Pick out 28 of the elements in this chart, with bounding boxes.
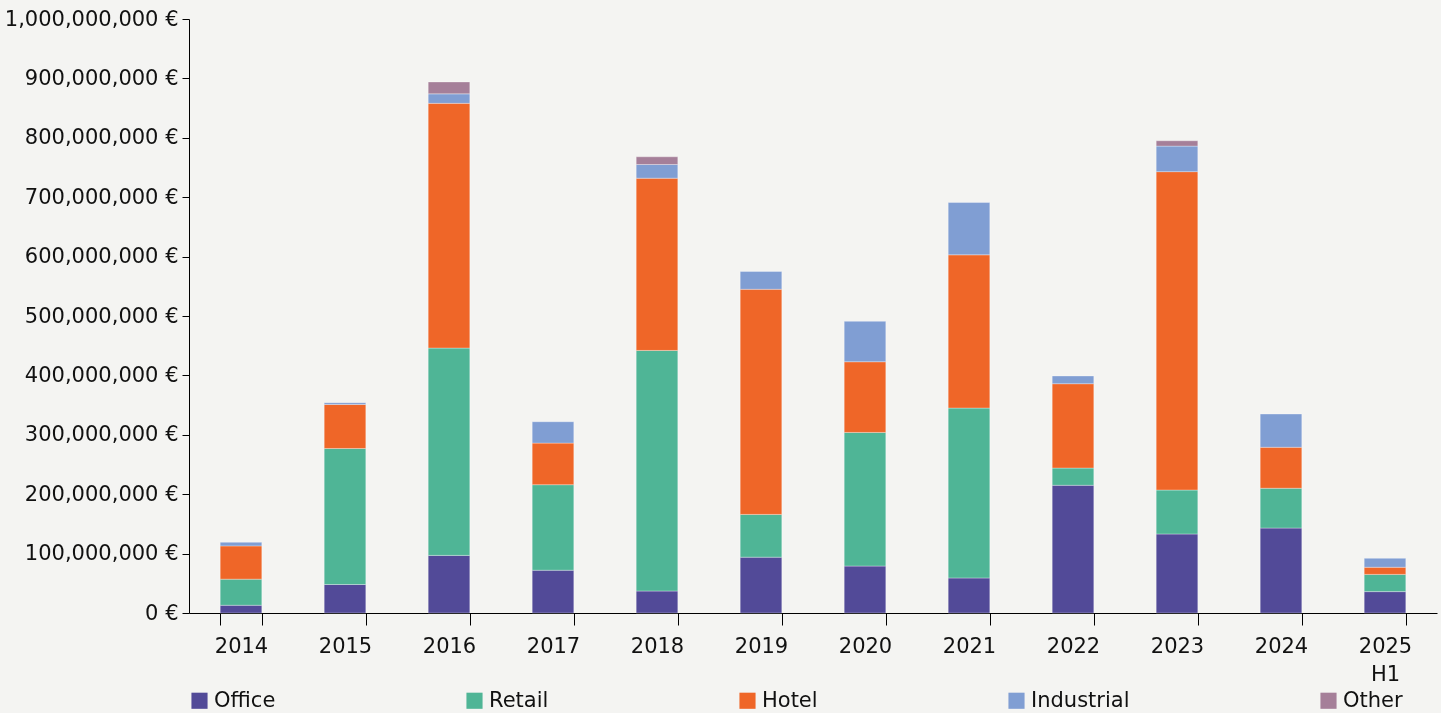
x-tick-label: 2025 H1 [1358, 633, 1413, 686]
x-tick-label: 2018 [630, 633, 685, 658]
x-tick-label: 2019 [734, 633, 789, 658]
x-tick-label: 2016 [422, 633, 477, 658]
y-tick-label: 400,000,000 € [24, 362, 179, 387]
y-tick-label: 100,000,000 € [24, 541, 179, 566]
x-tick-label: 2020 [838, 633, 893, 658]
y-tick-label: 0 € [145, 600, 179, 625]
legend-label: Industrial [1031, 687, 1130, 712]
x-tick-label: 2017 [526, 633, 581, 658]
y-tick-label: 600,000,000 € [24, 244, 179, 269]
x-tick-label: 2014 [214, 633, 269, 658]
y-tick-label: 900,000,000 € [24, 65, 179, 90]
x-tick-label: 2021 [942, 633, 997, 658]
legend-label: Retail [489, 687, 549, 712]
y-tick-label: 500,000,000 € [24, 303, 179, 328]
y-tick-label: 800,000,000 € [24, 125, 179, 150]
legend-label: Hotel [762, 687, 818, 712]
x-tick-label: 2015 [318, 633, 373, 658]
y-tick-label: 1,000,000,000 € [4, 6, 179, 31]
y-tick-label: 300,000,000 € [24, 422, 179, 447]
legend-label: Other [1343, 687, 1403, 712]
x-tick-label: 2023 [1150, 633, 1205, 658]
x-tick-label: 2022 [1046, 633, 1101, 658]
x-tick-label: 2024 [1254, 633, 1309, 658]
y-tick-label: 700,000,000 € [24, 184, 179, 209]
legend-label: Office [214, 687, 276, 712]
y-tick-label: 200,000,000 € [24, 481, 179, 506]
